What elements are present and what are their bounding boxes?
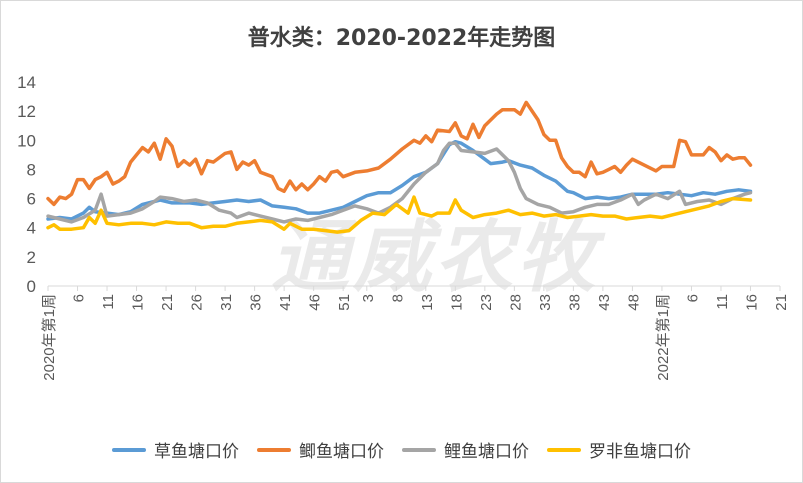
- x-tick-label: 23: [478, 294, 495, 311]
- legend-label: 罗非鱼塘口价: [589, 442, 691, 462]
- legend-swatch: [112, 447, 146, 452]
- x-tick-label: 8: [389, 294, 406, 302]
- x-tick-label: 38: [566, 294, 583, 311]
- x-tick-label: 6: [684, 294, 701, 302]
- x-tick-label: 2022年第1周: [654, 294, 672, 381]
- x-tick-label: 11: [100, 294, 117, 310]
- legend-swatch: [402, 447, 436, 452]
- series-layer: [46, 100, 753, 234]
- legend-item-2: 鲫鱼塘口价: [257, 437, 384, 462]
- x-tick-label: 36: [248, 294, 265, 311]
- x-tick-label: 51: [336, 294, 353, 311]
- x-tick-label: 43: [596, 294, 613, 311]
- y-tick-label: 4: [27, 219, 36, 238]
- legend-label: 鲤鱼塘口价: [444, 442, 529, 462]
- y-tick-label: 12: [17, 102, 36, 121]
- x-tick-label: 21: [159, 294, 176, 311]
- x-tick-label: 48: [625, 294, 642, 311]
- x-tick-label: 16: [130, 294, 147, 311]
- x-tick-label: 2020年第1周: [40, 294, 58, 381]
- legend-item-1: 草鱼塘口价: [112, 437, 239, 462]
- x-tick-label: 11: [714, 294, 731, 310]
- legend-label: 草鱼塘口价: [154, 442, 239, 462]
- legend-label: 鲫鱼塘口价: [299, 442, 384, 462]
- x-tick-label: 18: [448, 294, 465, 311]
- legend-item-4: 罗非鱼塘口价: [547, 437, 691, 462]
- series-line-3: [46, 141, 753, 224]
- x-tick-label: 6: [71, 294, 88, 302]
- y-tick-label: 6: [27, 190, 36, 209]
- legend-item-3: 鲤鱼塘口价: [402, 437, 529, 462]
- legend-swatch: [257, 447, 291, 452]
- x-tick-label: 21: [773, 294, 790, 311]
- x-tick-label: 28: [507, 294, 524, 311]
- watermark-logo: 通威农牧: [270, 213, 599, 303]
- y-tick-label: 14: [17, 73, 36, 92]
- x-tick-label: 16: [743, 294, 760, 311]
- series-line-4: [46, 195, 753, 234]
- chart-title: 普水类：2020-2022年走势图: [247, 26, 556, 51]
- chart-legend: 草鱼塘口价 鲫鱼塘口价 鲤鱼塘口价 罗非鱼塘口价: [0, 437, 803, 462]
- y-tick-label: 0: [27, 277, 36, 296]
- legend-swatch: [547, 447, 581, 452]
- x-tick-label: 13: [419, 294, 436, 311]
- y-tick-label: 2: [27, 248, 36, 267]
- x-tick-label: 31: [218, 294, 235, 311]
- series-line-2: [46, 100, 753, 207]
- x-tick-label: 41: [277, 294, 294, 311]
- x-tick-label: 46: [307, 294, 324, 311]
- y-tick-label: 10: [17, 131, 36, 150]
- x-tick-label: 33: [537, 294, 554, 311]
- y-tick-label: 8: [27, 160, 36, 179]
- x-tick-label: 26: [189, 294, 206, 311]
- x-tick-label: 3: [360, 294, 377, 302]
